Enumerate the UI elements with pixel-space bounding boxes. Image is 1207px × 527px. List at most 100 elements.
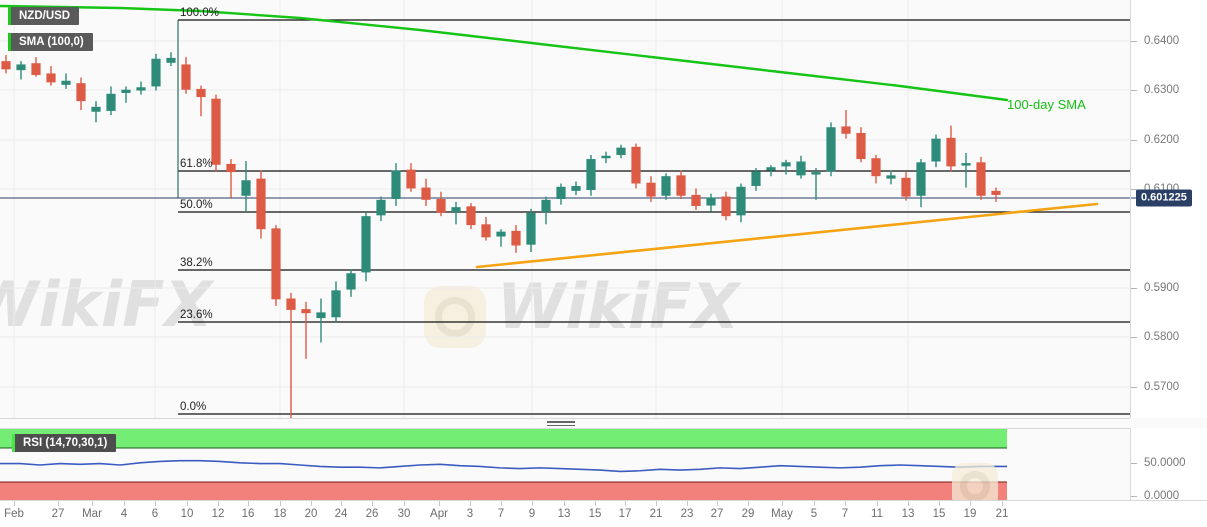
time-tick [311, 501, 312, 506]
price-axis-label-0.5800: 0.5800 [1144, 331, 1180, 343]
candle-body [826, 127, 836, 172]
candle-body [616, 147, 626, 155]
time-tick [782, 501, 783, 506]
time-tick [532, 501, 533, 506]
price-chart-panel[interactable]: WikiFX WikiFX Wi NZD/USD SMA (100,0) 100… [0, 0, 1207, 486]
price-axis-label-0.5700: 0.5700 [1144, 381, 1180, 393]
candle-body [91, 106, 101, 112]
time-axis-label-3: 3 [466, 508, 474, 520]
time-tick [814, 501, 815, 506]
sma-annotation: 100-day SMA [1007, 97, 1086, 112]
sma-legend[interactable]: SMA (100,0) [8, 33, 93, 51]
candle-body [31, 63, 41, 76]
time-axis-label-21: 21 [995, 508, 1009, 520]
fib-label-38.2%: 38.2% [180, 257, 213, 269]
price-tick [1131, 90, 1137, 91]
time-tick [439, 501, 440, 506]
time-tick [845, 501, 846, 506]
candle-body [226, 163, 236, 173]
time-axis-label-18: 18 [273, 508, 287, 520]
symbol-legend[interactable]: NZD/USD [8, 7, 80, 25]
price-axis-label-0.6200: 0.6200 [1144, 134, 1180, 146]
candle-body [946, 137, 956, 167]
candle-body [481, 224, 491, 238]
price-axis-label-0.5900: 0.5900 [1144, 282, 1180, 294]
candle-body [106, 93, 116, 111]
candle-body [121, 89, 131, 93]
candle-body [976, 162, 986, 196]
candle-body [766, 167, 776, 171]
time-axis-label-11: 11 [871, 508, 883, 520]
time-axis-label-10: 10 [180, 508, 194, 520]
candle-body [151, 58, 161, 87]
candle-body [811, 172, 821, 175]
candle-body [46, 73, 56, 83]
time-tick [501, 501, 502, 506]
current-price-tag: 0.601225 [1136, 189, 1192, 207]
time-axis-label-13: 13 [901, 508, 915, 520]
candle-body [301, 309, 311, 314]
time-axis-label-7: 7 [497, 508, 505, 520]
candle-body [331, 290, 341, 318]
fib-label-23.6%: 23.6% [180, 309, 213, 321]
rsi-line [0, 459, 1007, 473]
candle-body [661, 176, 671, 196]
time-tick [1002, 501, 1003, 506]
candle-body [781, 162, 791, 167]
price-axis[interactable]: 0.64000.63000.62000.61000.59000.58000.57… [1130, 0, 1207, 491]
rsi-oversold-band [0, 482, 1007, 501]
candle-body [316, 312, 326, 319]
time-axis-label-4: 4 [120, 508, 128, 520]
time-axis-label-Feb: Feb [4, 508, 24, 520]
candle-body [526, 212, 536, 245]
candle-body [796, 161, 806, 176]
grid-lines [0, 0, 1130, 486]
candle-body [706, 197, 716, 206]
fib-label-0.0%: 0.0% [180, 401, 207, 413]
candle-body [676, 175, 686, 196]
rsi-plot [0, 429, 1007, 501]
time-axis-label-19: 19 [963, 508, 977, 520]
candle-body [931, 138, 941, 162]
time-axis-label-27: 27 [710, 508, 724, 520]
candle-body [871, 158, 881, 177]
time-axis-label-12: 12 [211, 508, 225, 520]
rsi-overbought-band [0, 429, 1007, 448]
candle-body [736, 186, 746, 216]
time-tick [564, 501, 565, 506]
price-tick [1131, 140, 1137, 141]
time-tick [595, 501, 596, 506]
handle-line [547, 424, 575, 427]
rsi-axis[interactable]: 50.0000 0.0000 [1130, 428, 1207, 502]
candle-body [166, 57, 176, 63]
candle-body [181, 64, 191, 90]
candle-body [271, 228, 281, 300]
rsi-panel[interactable]: RSI (14,70,30,1) [0, 428, 1130, 509]
time-axis-label-24: 24 [334, 508, 348, 520]
time-axis-label-23: 23 [680, 508, 694, 520]
time-axis-label-7: 7 [841, 508, 849, 520]
candle-body [211, 98, 221, 165]
price-tick [1131, 337, 1137, 338]
price-plot [0, 0, 1130, 486]
support-trendline [475, 202, 1099, 269]
time-axis-label-30: 30 [397, 508, 411, 520]
time-axis-label-21: 21 [649, 508, 663, 520]
time-tick [939, 501, 940, 506]
fib-label-61.8%: 61.8% [180, 158, 213, 170]
candle-body [241, 180, 251, 196]
candle-body [901, 177, 911, 197]
candle-body [136, 87, 146, 91]
candle-body [721, 196, 731, 217]
candlestick-series [1, 52, 1001, 418]
rsi-legend[interactable]: RSI (14,70,30,1) [12, 434, 117, 452]
price-axis-label-0.6400: 0.6400 [1144, 35, 1180, 47]
time-axis[interactable]: Feb 27 Mar 4 6 10 12 16 18 20 24 26 30 Apr 3 7 9 13 15 17 21… [0, 500, 1207, 527]
candle-body [916, 162, 926, 196]
candle-body [16, 64, 26, 71]
rsi-legend-label: RSI (14,70,30,1) [23, 437, 108, 449]
price-tick [1131, 387, 1137, 388]
time-tick [687, 501, 688, 506]
candle-body [856, 132, 866, 160]
